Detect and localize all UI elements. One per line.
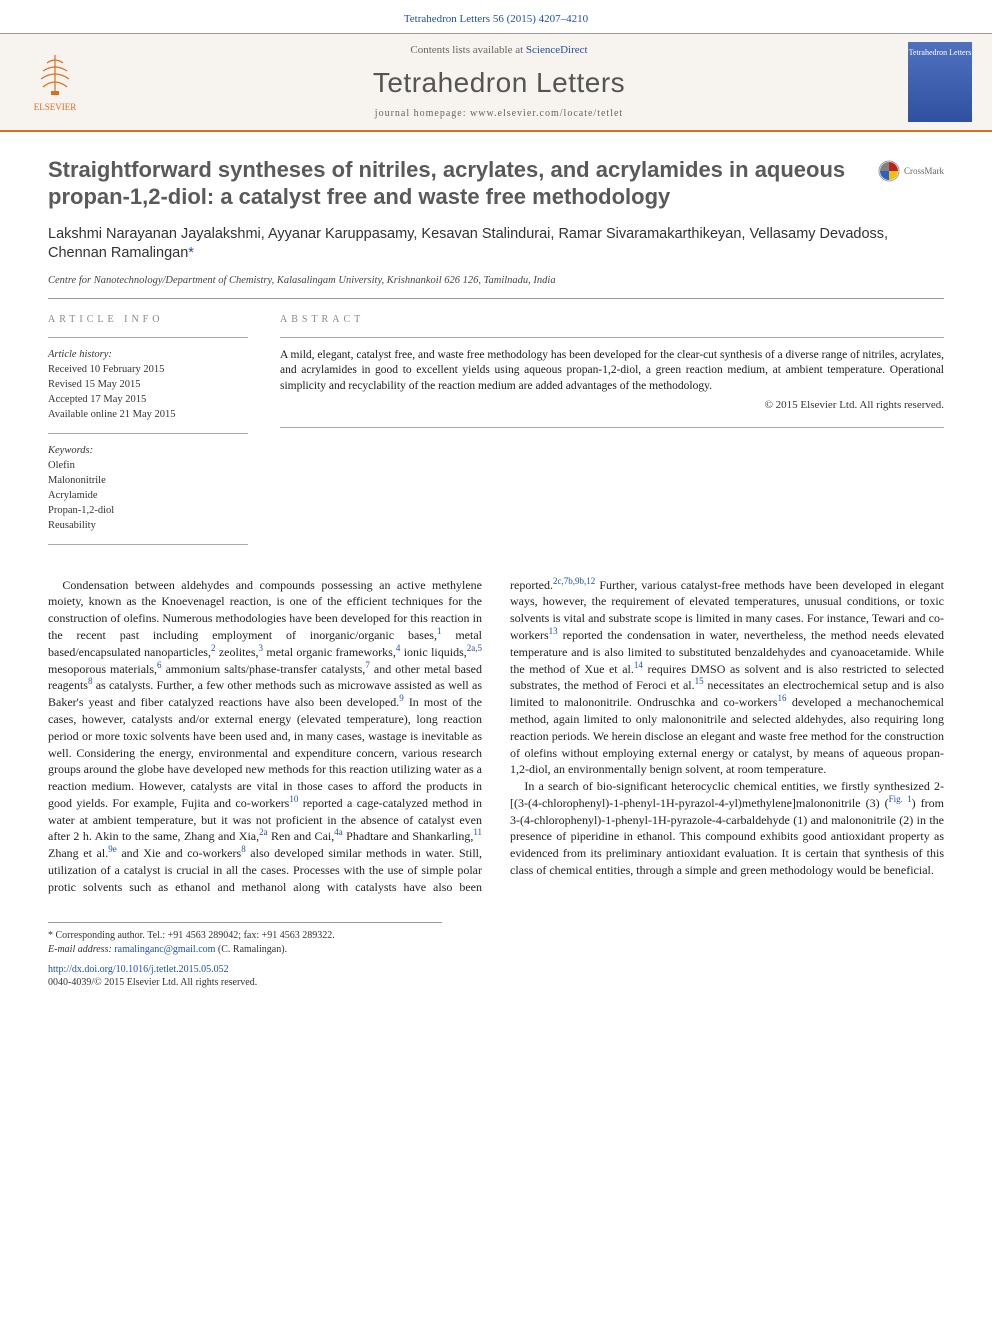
masthead: ELSEVIER Contents lists available at Sci…	[0, 33, 992, 132]
corresponding-author-note: * Corresponding author. Tel.: +91 4563 2…	[48, 929, 442, 943]
email-line: E-mail address: ramalinganc@gmail.com (C…	[48, 943, 442, 957]
divider	[48, 337, 248, 338]
citation-link[interactable]: 15	[695, 676, 704, 686]
journal-name: Tetrahedron Letters	[108, 64, 890, 102]
divider	[48, 298, 944, 299]
abstract-column: abstract A mild, elegant, catalyst free,…	[280, 313, 944, 554]
journal-homepage: journal homepage: www.elsevier.com/locat…	[108, 107, 890, 121]
journal-cover-thumbnail[interactable]: Tetrahedron Letters	[908, 42, 972, 122]
body-paragraph: In a search of bio-significant heterocyc…	[510, 778, 944, 879]
abstract-label: abstract	[280, 313, 944, 327]
citation-header: Tetrahedron Letters 56 (2015) 4207–4210	[0, 0, 992, 33]
masthead-center: Contents lists available at ScienceDirec…	[108, 43, 890, 121]
citation-link[interactable]: 2a	[259, 827, 268, 837]
affiliation: Centre for Nanotechnology/Department of …	[48, 274, 944, 288]
history-label: Article history:	[48, 348, 248, 362]
abstract-text: A mild, elegant, catalyst free, and wast…	[280, 348, 944, 395]
online-date: Available online 21 May 2015	[48, 408, 248, 422]
citation-link[interactable]: 9e	[108, 844, 117, 854]
accepted-date: Accepted 17 May 2015	[48, 393, 248, 407]
email-label: E-mail address:	[48, 944, 112, 955]
contents-prefix: Contents lists available at	[410, 44, 525, 56]
keyword: Acrylamide	[48, 489, 248, 503]
received-date: Received 10 February 2015	[48, 363, 248, 377]
article-info-column: article info Article history: Received 1…	[48, 313, 248, 554]
citation-link[interactable]: 2c,7b,9b,12	[553, 576, 595, 586]
divider	[48, 544, 248, 545]
keyword: Propan-1,2-diol	[48, 504, 248, 518]
abstract-copyright: © 2015 Elsevier Ltd. All rights reserved…	[280, 398, 944, 413]
citation-link[interactable]: 11	[473, 827, 482, 837]
article-title: Straightforward syntheses of nitriles, a…	[48, 156, 864, 211]
publisher-logo[interactable]: ELSEVIER	[20, 47, 90, 117]
keyword: Reusability	[48, 519, 248, 533]
figure-link[interactable]: Fig. 1	[889, 794, 912, 804]
publisher-name: ELSEVIER	[34, 101, 77, 113]
author-names: Lakshmi Narayanan Jayalakshmi, Ayyanar K…	[48, 226, 888, 262]
crossmark-badge[interactable]: CrossMark	[878, 160, 944, 182]
citation-link[interactable]: 13	[549, 626, 558, 636]
authors-list: Lakshmi Narayanan Jayalakshmi, Ayyanar K…	[48, 225, 944, 264]
contents-available-line: Contents lists available at ScienceDirec…	[108, 43, 890, 58]
footnotes: * Corresponding author. Tel.: +91 4563 2…	[48, 922, 442, 990]
citation-link[interactable]: 14	[634, 660, 643, 670]
divider	[280, 427, 944, 428]
crossmark-icon	[878, 160, 900, 182]
keywords-label: Keywords:	[48, 444, 248, 458]
revised-date: Revised 15 May 2015	[48, 378, 248, 392]
citation-link[interactable]: 4a	[334, 827, 343, 837]
article-info-label: article info	[48, 313, 248, 327]
keyword: Olefin	[48, 459, 248, 473]
cover-text: Tetrahedron Letters	[909, 48, 972, 59]
divider	[280, 337, 944, 338]
doi-link[interactable]: http://dx.doi.org/10.1016/j.tetlet.2015.…	[48, 964, 229, 975]
email-suffix: (C. Ramalingan).	[218, 944, 287, 955]
email-link[interactable]: ramalinganc@gmail.com	[114, 944, 215, 955]
elsevier-tree-icon	[33, 51, 77, 99]
crossmark-label: CrossMark	[904, 165, 944, 177]
divider	[48, 433, 248, 434]
issn-copyright: 0040-4039/© 2015 Elsevier Ltd. All right…	[48, 976, 442, 990]
sciencedirect-link[interactable]: ScienceDirect	[526, 44, 588, 56]
body-text: Condensation between aldehydes and compo…	[48, 577, 944, 896]
corresponding-marker: *	[188, 245, 194, 261]
citation-link[interactable]: 10	[289, 794, 298, 804]
keyword: Malononitrile	[48, 474, 248, 488]
citation-link[interactable]: 2a,5	[467, 643, 482, 653]
